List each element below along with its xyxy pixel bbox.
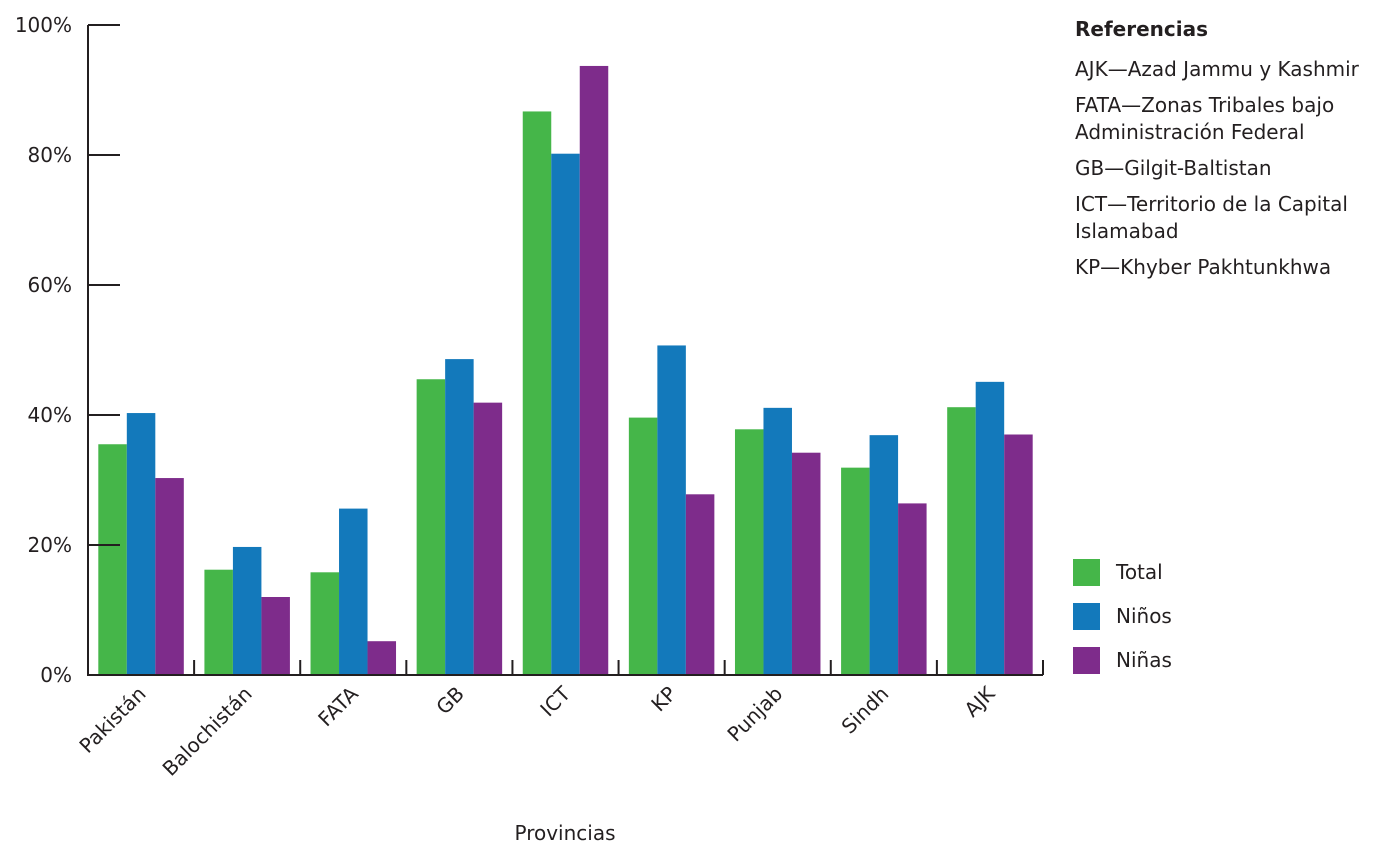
bar-ninas-ajk: [1004, 434, 1033, 675]
bar-total-ict: [522, 111, 552, 675]
y-tick-label: 40%: [28, 403, 72, 427]
reference-fata: FATA—Zonas Tribales bajo Administración …: [1075, 93, 1335, 144]
bar-total-gb: [416, 379, 446, 675]
bar-ninas-kp: [685, 494, 715, 675]
bar-total-fata: [310, 572, 340, 675]
bar-total-sindh: [841, 467, 870, 675]
bar-ninos-fata: [339, 508, 368, 675]
legend-item-total: Total: [1073, 557, 1172, 587]
legend-swatch-ninos: [1073, 602, 1100, 630]
bar-total-kp: [628, 417, 658, 675]
y-tick-label: 80%: [28, 143, 72, 167]
x-tick-label-punjab: Punjab: [723, 682, 788, 747]
bar-ninas-punjab: [791, 452, 821, 675]
legend-item-ninas: Niñas: [1073, 645, 1172, 675]
x-tick-label-sindh: Sindh: [837, 682, 894, 739]
bar-ninas-fata: [367, 641, 397, 675]
bar-total-balochistan: [204, 569, 233, 675]
y-tick-label: 20%: [28, 533, 72, 557]
y-tick-label: 0%: [40, 663, 72, 687]
x-tick-label-ajk: AJK: [959, 681, 1000, 722]
bar-ninos-balochistan: [232, 546, 262, 675]
bar-ninas-sindh: [898, 503, 927, 675]
legend-label-total: Total: [1116, 560, 1163, 584]
reference-kp: KP—Khyber Pakhtunkhwa: [1075, 255, 1332, 279]
bar-ninos-punjab: [763, 407, 792, 675]
reference-gb: GB—Gilgit-Baltistan: [1075, 156, 1272, 180]
legend-label-ninas: Niñas: [1116, 648, 1172, 672]
x-tick-label-kp: KP: [646, 682, 681, 717]
legend-swatch-ninas: [1073, 646, 1100, 674]
bar-ninas-ict: [579, 65, 609, 675]
x-tick-label-balochistan: Balochistán: [158, 682, 257, 781]
references-title: Referencias: [1075, 17, 1209, 41]
bar-ninos-pakistan: [126, 413, 156, 675]
bar-ninas-balochistan: [261, 597, 290, 675]
bar-ninas-pakistan: [155, 478, 184, 675]
bar-total-ajk: [947, 407, 976, 675]
bar-total-pakistan: [98, 444, 127, 675]
x-tick-label-ict: ICT: [535, 681, 575, 721]
bar-ninas-gb: [473, 402, 503, 675]
legend-item-ninos: Niños: [1073, 601, 1172, 631]
reference-ict: ICT—Territorio de la Capital Islamabad: [1075, 192, 1348, 243]
x-tick-label-gb: GB: [431, 682, 469, 720]
chart-legend: Total Niños Niñas: [1073, 557, 1172, 689]
x-tick-label-fata: FATA: [313, 681, 363, 731]
y-tick-label: 100%: [15, 13, 72, 37]
bar-ninos-gb: [445, 359, 474, 675]
y-tick-label: 60%: [28, 273, 72, 297]
legend-swatch-total: [1073, 558, 1100, 586]
bar-ninos-ict: [551, 153, 580, 675]
references-panel: Referencias AJK—Azad Jammu y Kashmir FAT…: [1075, 16, 1395, 290]
bar-ninos-kp: [657, 345, 686, 675]
bar-total-punjab: [734, 429, 764, 675]
x-axis-title: Provincias: [514, 821, 615, 845]
reference-ajk: AJK—Azad Jammu y Kashmir: [1075, 57, 1359, 81]
bar-ninos-ajk: [975, 381, 1005, 675]
x-tick-label-pakistan: Pakistán: [74, 682, 150, 758]
bar-ninos-sindh: [869, 435, 899, 675]
legend-label-ninos: Niños: [1116, 604, 1172, 628]
